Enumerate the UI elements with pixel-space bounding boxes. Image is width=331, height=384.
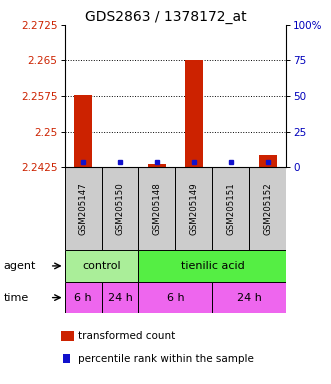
Text: 6 h: 6 h (74, 293, 92, 303)
Bar (213, 167, 249, 250)
Bar (213, 282, 286, 313)
Text: percentile rank within the sample: percentile rank within the sample (78, 354, 254, 364)
Bar (65, 282, 102, 313)
Bar (259, 155, 277, 167)
Text: 6 h: 6 h (166, 293, 184, 303)
Bar (138, 167, 175, 250)
Text: GDS2863 / 1378172_at: GDS2863 / 1378172_at (85, 10, 246, 23)
Text: GSM205150: GSM205150 (116, 182, 124, 235)
Bar (65, 167, 102, 250)
Text: GSM205149: GSM205149 (189, 182, 198, 235)
Bar (185, 60, 203, 167)
Bar (249, 167, 286, 250)
Text: 24 h: 24 h (237, 293, 262, 303)
Text: GSM205151: GSM205151 (226, 182, 235, 235)
Text: tienilic acid: tienilic acid (180, 261, 244, 271)
Text: time: time (3, 293, 28, 303)
Bar (175, 167, 213, 250)
Text: GSM205152: GSM205152 (263, 182, 272, 235)
Bar (138, 250, 286, 282)
Text: GSM205148: GSM205148 (153, 182, 162, 235)
Bar (148, 164, 166, 167)
Text: transformed count: transformed count (78, 331, 175, 341)
Bar (102, 167, 138, 250)
Bar (138, 282, 213, 313)
Text: agent: agent (3, 261, 36, 271)
Text: control: control (82, 261, 121, 271)
Bar (65, 250, 138, 282)
Bar (74, 94, 92, 167)
Text: GSM205147: GSM205147 (78, 182, 87, 235)
Text: 24 h: 24 h (108, 293, 132, 303)
Bar (102, 282, 138, 313)
